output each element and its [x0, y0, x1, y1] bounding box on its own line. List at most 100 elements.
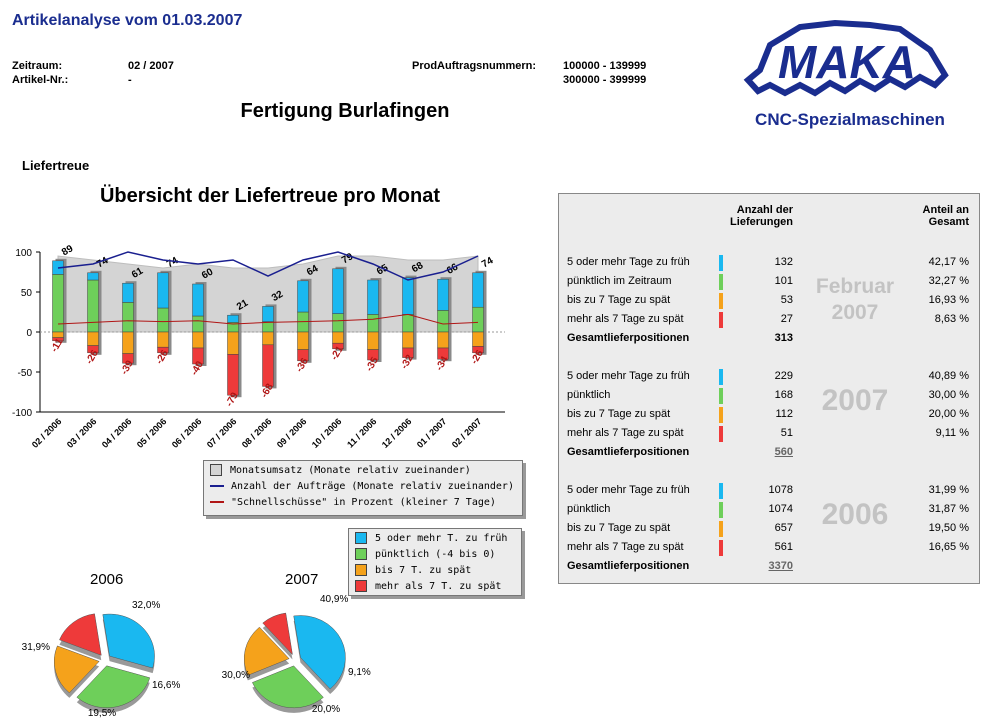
line-orders	[57, 251, 479, 281]
bar-late7	[262, 331, 274, 346]
pie-slice	[252, 665, 324, 709]
panel-row-indicator	[719, 483, 723, 499]
panel-row-pct: 32,27 %	[928, 275, 969, 287]
panel-row-count: 1074	[768, 503, 793, 515]
bar-ontime	[332, 313, 344, 333]
main-title: Fertigung Burlafingen	[240, 100, 450, 122]
bar-late	[332, 342, 344, 350]
panel-row: pünktlich 168 30,00 %	[559, 387, 979, 405]
section-label: Liefertreue	[22, 158, 90, 173]
legend-cat-late7-label: bis 7 T. zu spät	[375, 564, 472, 576]
panel-row-count: 229	[774, 370, 793, 382]
panel-total-label: Gesamtlieferpositionen	[567, 560, 690, 572]
panel-total-row: Gesamtlieferpositionen 313	[559, 330, 979, 348]
legend-cat-late-label: mehr als 7 T. zu spät	[375, 580, 502, 592]
bar-early	[192, 283, 204, 317]
panel-row-label: mehr als 7 Tage zu spät	[567, 541, 684, 553]
panel-row-pct: 9,11 %	[935, 427, 969, 439]
x-tick-label: 03 / 2006	[65, 416, 99, 450]
bar-late	[297, 349, 309, 362]
panel-total-row: Gesamtlieferpositionen 3370	[559, 558, 979, 576]
panel-row-label: 5 oder mehr Tage zu früh	[567, 256, 690, 268]
panel-total-row: Gesamtlieferpositionen 560	[559, 444, 979, 462]
bar-late	[122, 353, 134, 364]
pie-value-label: 9,1%	[348, 667, 371, 678]
logo-text: MAKA	[778, 36, 916, 88]
panel-row-indicator	[719, 293, 723, 309]
bar-late	[87, 345, 99, 354]
panel-row-label: bis zu 7 Tage zu spät	[567, 522, 671, 534]
panel-row-label: bis zu 7 Tage zu spät	[567, 408, 671, 420]
legend-cat-early: 5 oder mehr T. zu früh	[349, 530, 521, 546]
x-tick-label: 10 / 2006	[310, 416, 344, 450]
bar-late7	[52, 331, 64, 338]
pie-value-label: 19,5%	[88, 708, 116, 719]
panel-row: bis zu 7 Tage zu spät 112 20,00 %	[559, 406, 979, 424]
bar-top-label: 68	[410, 260, 426, 275]
bar-ontime	[122, 302, 134, 333]
bar-late	[192, 347, 204, 365]
pie-value-label: 31,9%	[22, 642, 50, 653]
prod-value-1: 100000 - 139999	[563, 60, 647, 72]
panel-row-indicator	[719, 407, 723, 423]
panel-total-value[interactable]: 3370	[768, 560, 793, 572]
bar-ontime	[262, 321, 274, 333]
x-tick-label: 06 / 2006	[170, 416, 204, 450]
panel-total-value[interactable]: 560	[774, 446, 793, 458]
bar-top-label: 60	[200, 266, 216, 281]
legend-cat-late: mehr als 7 T. zu spät	[349, 578, 521, 594]
panel-row-pct: 31,99 %	[928, 484, 969, 496]
panel-row-indicator	[719, 312, 723, 328]
bar-early	[472, 272, 484, 308]
legend-cat-ontime-swatch	[355, 548, 367, 560]
panel-row-indicator	[719, 426, 723, 442]
panel-total-label: Gesamtlieferpositionen	[567, 446, 690, 458]
pie-2006-title: 2006	[90, 571, 124, 588]
panel-row-count: 561	[774, 541, 793, 553]
bar-early	[402, 277, 414, 315]
pie-slice	[76, 665, 151, 709]
legend-cat-early-label: 5 oder mehr T. zu früh	[375, 532, 508, 544]
artikel-value: -	[128, 74, 132, 86]
pie-2007-title: 2007	[285, 571, 319, 588]
y-tick-label: -50	[18, 368, 33, 379]
pie-slice	[262, 612, 293, 656]
panel-row-indicator	[719, 274, 723, 290]
legend-cat-ontime-label: pünktlich (-4 bis 0)	[375, 548, 496, 560]
pie-slice	[102, 613, 155, 669]
bar-late	[157, 346, 169, 354]
legend-orders-label: Anzahl der Aufträge (Monate relativ zuei…	[231, 480, 514, 492]
bar-top-label: 79	[340, 251, 356, 266]
zeitraum-value: 02 / 2007	[128, 60, 174, 72]
legend-area-label: Monatsumsatz (Monate relativ zueinander)	[230, 464, 471, 476]
legend-area: Monatsumsatz (Monate relativ zueinander)	[204, 462, 522, 478]
panel-row-indicator	[719, 255, 723, 271]
panel-period-label: 2007	[821, 384, 889, 417]
logo-subtitle: CNC-Spezialmaschinen	[755, 110, 945, 129]
pie-slice	[53, 645, 100, 694]
panel-row: pünktlich im Zeitraum 101 32,27 %	[559, 273, 979, 291]
bar-ontime	[192, 315, 204, 333]
report-title: Artikelanalyse vom 01.03.2007	[12, 12, 243, 29]
bar-late7	[227, 331, 239, 355]
y-tick-label: -100	[12, 408, 32, 419]
col-anzahl-header: Anzahl der Lieferungen	[730, 204, 793, 228]
bar-late	[437, 347, 449, 360]
panel-row-count: 168	[774, 389, 793, 401]
bar-ontime	[87, 279, 99, 333]
bar-late	[227, 354, 239, 396]
legend-orders: Anzahl der Aufträge (Monate relativ zuei…	[204, 478, 522, 494]
y-tick-label: 0	[26, 328, 32, 339]
x-tick-label: 12 / 2006	[380, 416, 414, 450]
artikel-label: Artikel-Nr.:	[12, 74, 69, 86]
legend-cat-late7-swatch	[355, 564, 367, 576]
bar-ontime	[157, 307, 169, 333]
panel-row-count: 112	[775, 408, 793, 420]
panel-row-pct: 31,87 %	[928, 503, 969, 515]
bar-late	[52, 337, 64, 342]
panel-row-indicator	[719, 521, 723, 537]
bar-late7	[157, 331, 169, 348]
line-early	[57, 313, 479, 325]
panel-row-count: 27	[780, 313, 793, 325]
bar-early	[367, 279, 379, 315]
